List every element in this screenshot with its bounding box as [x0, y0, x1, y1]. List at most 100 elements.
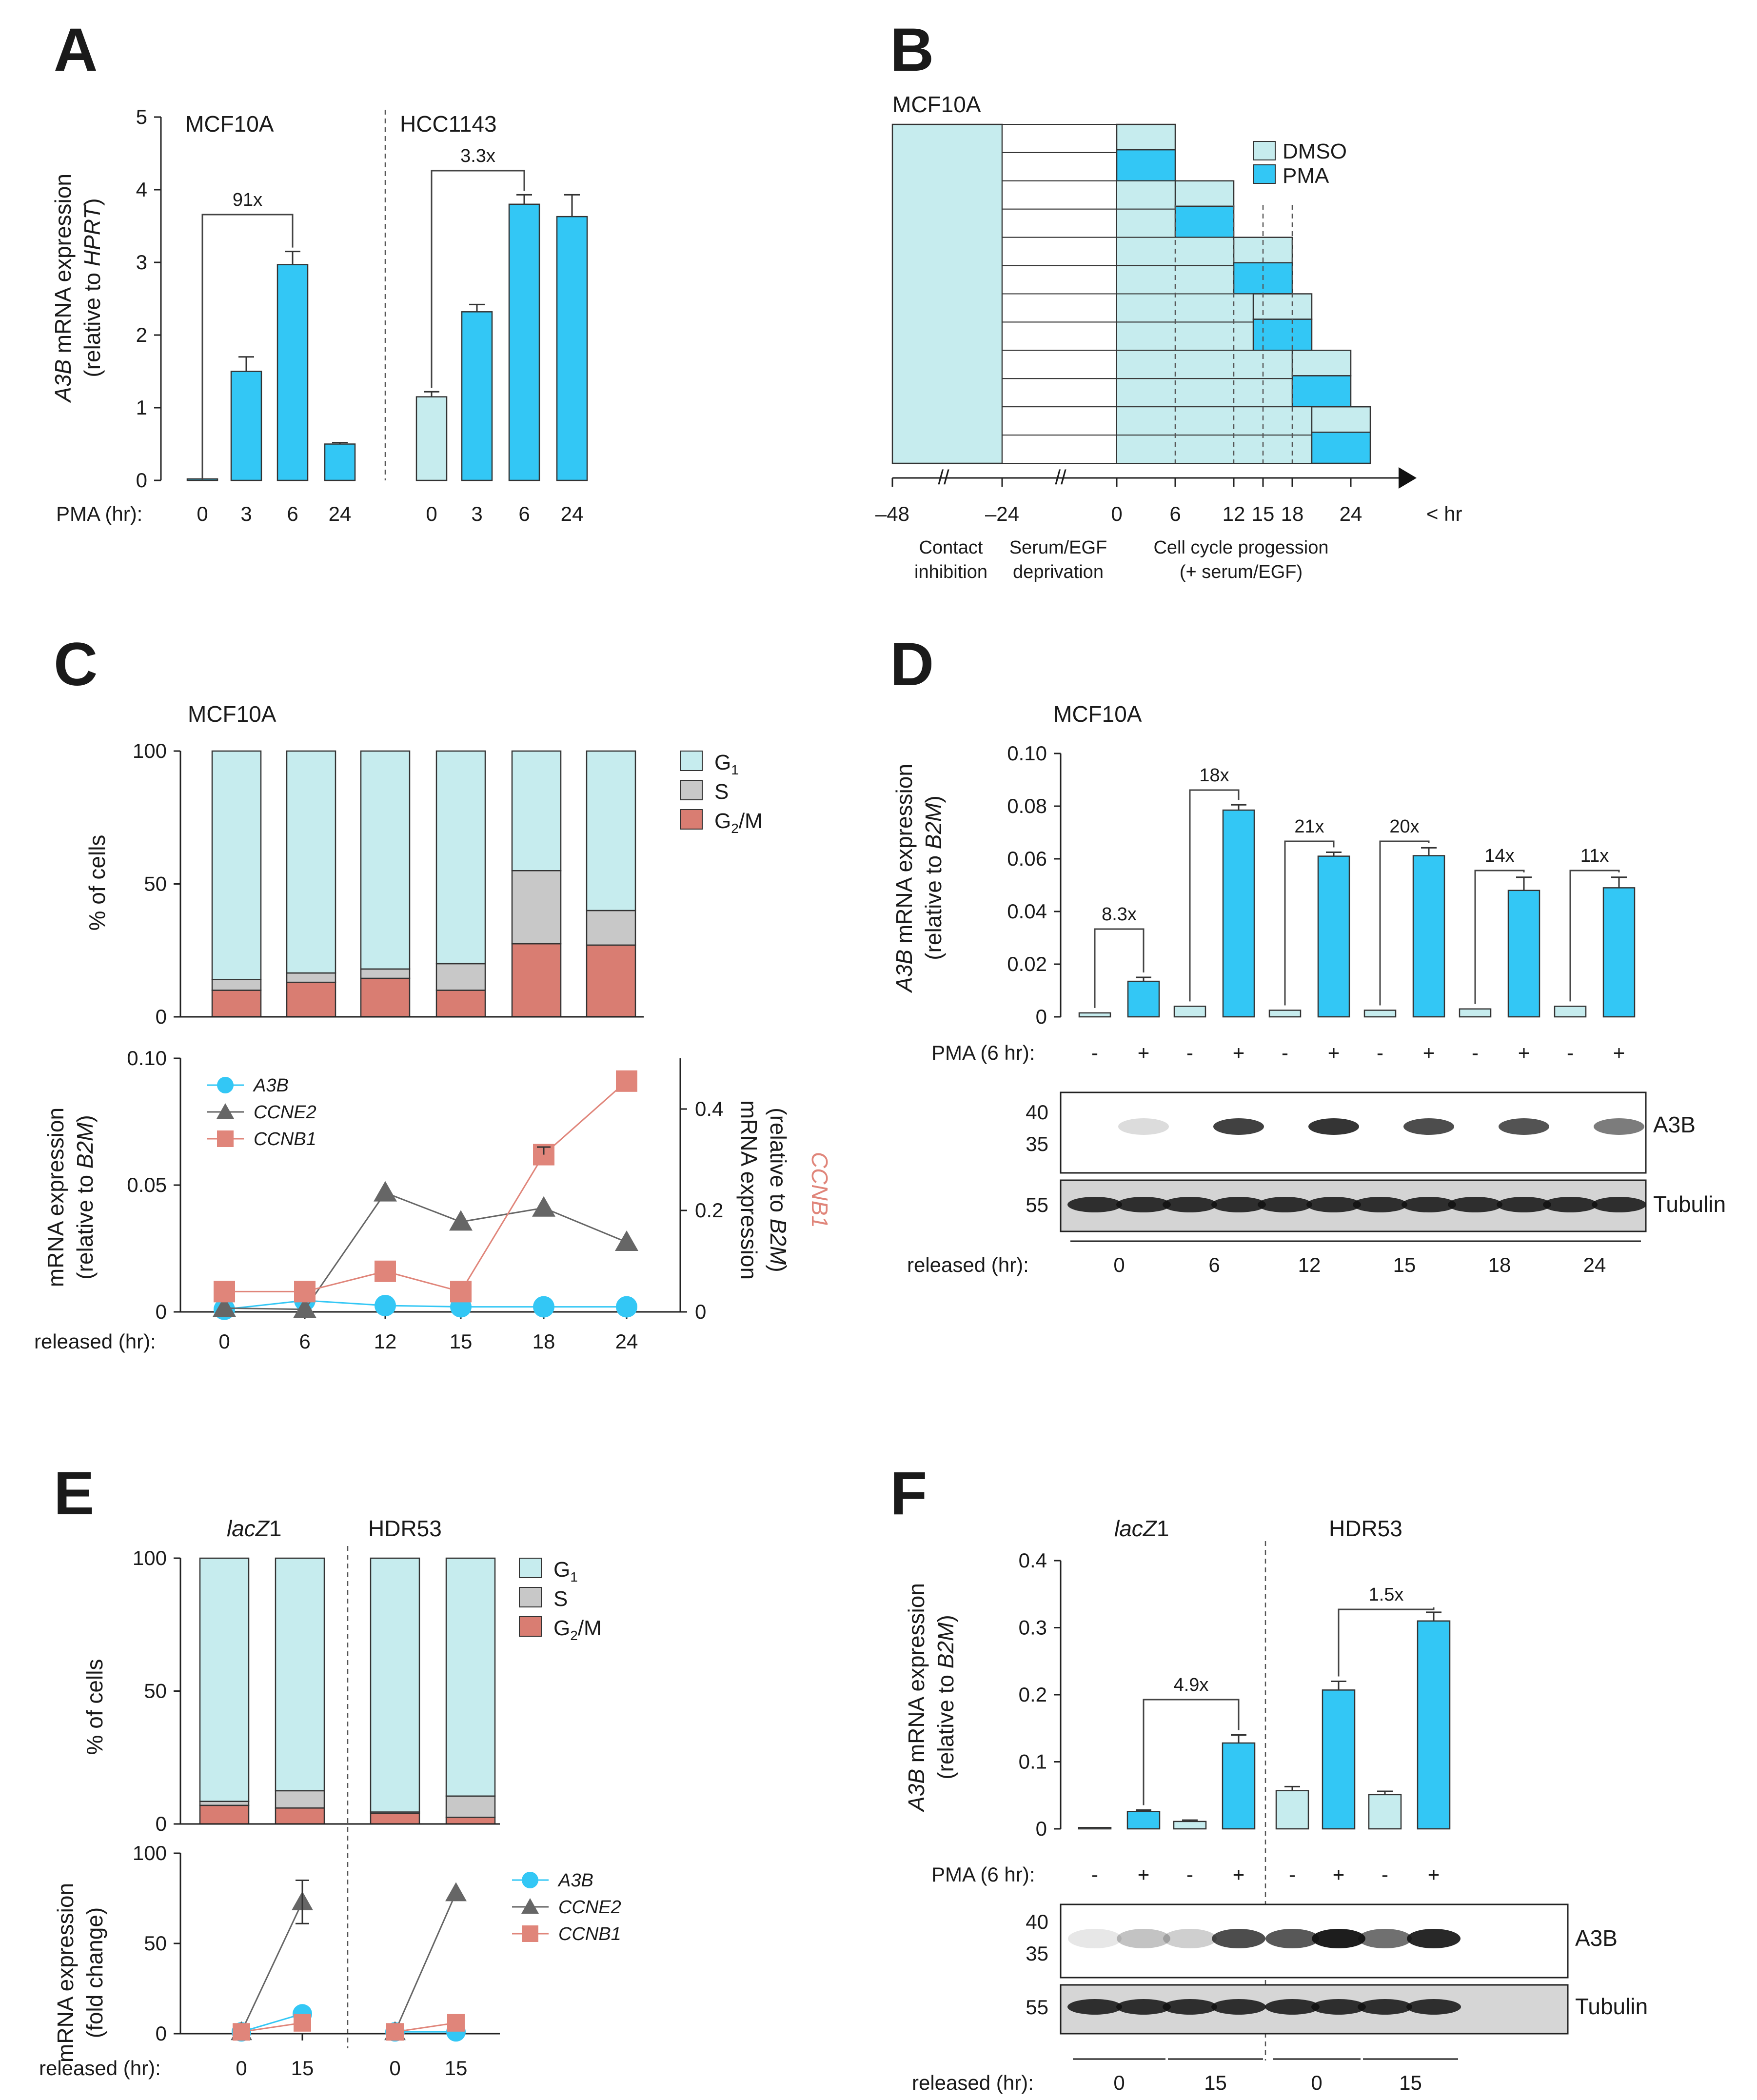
panel-d-pma-sign: +: [1328, 1041, 1340, 1064]
panel-b-deprivation-row: [1002, 208, 1117, 238]
panel-a-ylabel: A3B mRNA expression: [50, 174, 76, 403]
panel-c-stacked-segment: [360, 977, 411, 1018]
panel-b-arrowhead: [1399, 467, 1417, 489]
panel-c-right-ylabel: mRNA expression: [736, 1100, 762, 1280]
panel-f-xlabel: released (hr):: [912, 2071, 1034, 2094]
panel-d-tubulin-band: [1116, 1197, 1171, 1212]
panel-a-hcc1143-bracket: [431, 170, 525, 388]
legend-s-label: S: [714, 780, 729, 804]
panel-f-marker-40: 40: [1026, 1910, 1048, 1933]
panel-d-tubulin-band: [1353, 1197, 1407, 1212]
panel-f-pma-sign: -: [1186, 1863, 1193, 1886]
panel-e-top-y-tick-label: 0: [156, 1812, 167, 1835]
panel-b-pma-window: [1291, 375, 1352, 408]
panel-f-tubulin-band: [1211, 1999, 1266, 2015]
legend-g1-label: G1: [553, 1558, 578, 1585]
panel-d-pma-sign: +: [1613, 1041, 1625, 1064]
panel-label-f: F: [890, 1460, 927, 1527]
panel-c-stacked-segment: [360, 968, 411, 979]
panel-a-y-tick-label: 2: [136, 323, 147, 346]
panel-b-title: MCF10A: [892, 92, 981, 117]
panel-c-x-tick-label: 0: [218, 1330, 230, 1353]
panel-c-stacked-segment: [511, 870, 562, 945]
panel-e-stacked-segment: [370, 1812, 420, 1825]
panel-f-bar: [1275, 1790, 1309, 1830]
panel-d-bar-dmso: [1363, 1010, 1397, 1018]
legend-g1-swatch: [680, 751, 703, 771]
panel-c-bottom-left-y-tick-label: 0.10: [127, 1047, 167, 1070]
legend-g2m-label: G2/M: [714, 809, 763, 836]
panel-d-released-label: 15: [1393, 1253, 1416, 1276]
panel-b-deprivation-row: [1002, 321, 1117, 351]
panel-d-a3b-band: [1594, 1118, 1644, 1135]
panel-f-bar: [1222, 1742, 1256, 1830]
panel-e-bottom-y-tick-label: 0: [156, 2022, 167, 2045]
panel-d-tubulin-band: [1163, 1197, 1217, 1212]
panel-b-deprivation-row: [1002, 435, 1117, 464]
panel-f-a3b-band: [1312, 1929, 1365, 1948]
panel-f-blot-label-tubulin: Tubulin: [1575, 1994, 1648, 2019]
panel-a-mcf10a-bracket: [201, 214, 294, 480]
panel-b-progression-row: [1116, 180, 1176, 210]
panel-c-legend-label: CCNE2: [254, 1102, 316, 1123]
panel-b-axis-unit: < hr: [1426, 502, 1462, 525]
panel-a-xlabel: PMA (hr):: [56, 502, 142, 525]
panel-e-series-line-ccne2: [240, 1902, 303, 2032]
panel-c-stacked-segment: [511, 750, 562, 872]
panel-a-bar: [556, 216, 588, 481]
panel-f-tubulin-band: [1163, 1999, 1217, 2015]
panel-d-tubulin-band: [1592, 1197, 1646, 1212]
panel-e-legend-marker: [522, 1872, 538, 1888]
panel-b-deprivation-row: [1002, 350, 1117, 379]
panel-f-bar: [1322, 1689, 1356, 1830]
panel-a-bar: [230, 371, 262, 481]
panel-c-bottom-left-y-tick-label: 0.05: [127, 1173, 167, 1196]
panel-f-pma-label: PMA (6 hr):: [931, 1863, 1035, 1886]
panel-e-xlabel: released (hr):: [39, 2057, 161, 2080]
panel-d-bar-dmso: [1268, 1010, 1302, 1018]
panel-d-18-fold-label: 14x: [1484, 846, 1514, 866]
panel-d-12-fold-label: 21x: [1294, 816, 1324, 837]
panel-c-bottom-left-y-tick-label: 0: [156, 1300, 167, 1323]
panel-f-hdr53-fold-label: 1.5x: [1369, 1585, 1404, 1605]
panel-b-tick-label: 18: [1281, 502, 1304, 525]
panel-b-progression-row: [1116, 321, 1254, 351]
panel-d-tubulin-band: [1258, 1197, 1312, 1212]
panel-f-a3b-band: [1212, 1929, 1265, 1948]
panel-c-x-tick-label: 15: [450, 1330, 473, 1353]
panel-c-right-ylabel-2: (relative to B2M): [766, 1108, 791, 1272]
panel-b-pma-window: [1311, 432, 1371, 464]
panel-d-0-bracket: [1094, 928, 1145, 1008]
panel-e-bottom-y-tick-label: 50: [144, 1932, 167, 1955]
panel-c-stacked-segment: [211, 979, 262, 991]
panel-d-pma-sign: -: [1472, 1041, 1479, 1064]
panel-d-tubulin-band: [1448, 1197, 1502, 1212]
panel-c-point-ccnb1: [294, 1281, 316, 1303]
panel-f-bar: [1368, 1794, 1402, 1830]
panel-a-x-tick: 0: [197, 502, 208, 525]
panel-f-bar: [1417, 1620, 1451, 1830]
panel-a-y-tick-label: 0: [136, 469, 147, 492]
panel-d-bar-pma: [1602, 887, 1636, 1018]
panel-c-x-tick-label: 18: [533, 1330, 555, 1353]
legend-s-label: S: [553, 1587, 568, 1611]
panel-a-mcf10a-fold-label: 91x: [233, 190, 262, 210]
panel-e-group-lacz1: 0lacZ1: [227, 1516, 282, 1541]
panel-b-deprivation-row: [1002, 180, 1117, 210]
panel-d-ylabel: A3B mRNA expression: [891, 764, 917, 993]
panel-e-legend-label: CCNE2: [558, 1897, 621, 1918]
panel-c-x-tick-label: 6: [299, 1330, 310, 1353]
panel-e-legend: G1 S G2/M: [519, 1558, 602, 1643]
panel-d-a3b-band: [1118, 1118, 1169, 1135]
legend-g2m-label: G2/M: [553, 1616, 602, 1643]
panel-a-x-tick: 24: [561, 502, 584, 525]
panel-f-pma-sign: -: [1289, 1863, 1296, 1886]
panel-e-stacked-segment: [275, 1807, 325, 1825]
panel-d-15-bracket: [1379, 840, 1430, 1006]
panel-e-series-line-ccnb1: [395, 2022, 456, 2033]
panel-c-point-ccnb1: [450, 1281, 472, 1303]
panel-b-deprivation-row: [1002, 293, 1117, 323]
panel-c-series-line-ccne2: [224, 1191, 627, 1310]
panel-f-ylabel-2: (relative to B2M): [933, 1615, 958, 1779]
panel-b-tick-label: 24: [1340, 502, 1362, 525]
